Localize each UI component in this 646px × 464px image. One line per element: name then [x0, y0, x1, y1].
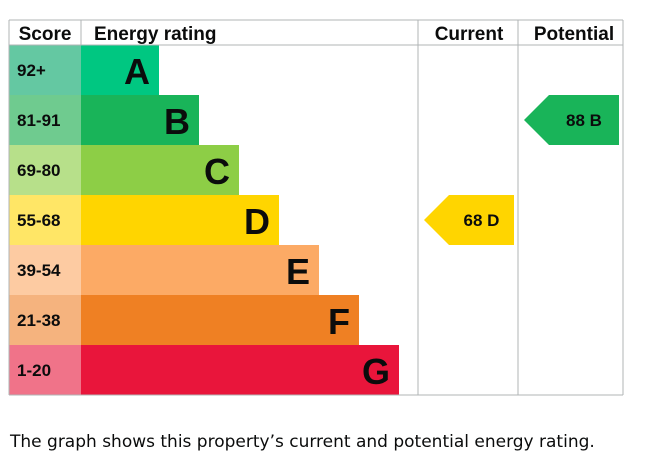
- band-bar-c: [81, 145, 239, 195]
- score-range-d: 55-68: [17, 211, 60, 230]
- score-cell-c: [9, 145, 81, 195]
- band-letter-a: A: [124, 51, 150, 92]
- score-range-c: 69-80: [17, 161, 60, 180]
- band-bar-f: [81, 295, 359, 345]
- score-cell-d: [9, 195, 81, 245]
- header-energy-rating: Energy rating: [94, 24, 216, 45]
- band-letter-b: B: [164, 101, 190, 142]
- potential-rating-label: 88 B: [566, 111, 602, 130]
- header-potential: Potential: [534, 24, 614, 45]
- score-range-a: 92+: [17, 61, 46, 80]
- band-letter-f: F: [328, 301, 350, 342]
- band-bar-d: [81, 195, 279, 245]
- chart-caption: The graph shows this property’s current …: [10, 432, 595, 452]
- band-bar-a: [81, 45, 159, 95]
- score-range-e: 39-54: [17, 261, 61, 280]
- band-letter-g: G: [362, 351, 390, 392]
- score-range-g: 1-20: [17, 361, 51, 380]
- band-letter-d: D: [244, 201, 270, 242]
- potential-arrow: [524, 95, 619, 145]
- score-cell-f: [9, 295, 81, 345]
- score-cell-b: [9, 95, 81, 145]
- band-letter-c: C: [204, 151, 230, 192]
- header-score: Score: [19, 24, 72, 45]
- header-current: Current: [435, 24, 504, 45]
- band-bar-b: [81, 95, 199, 145]
- band-letter-e: E: [286, 251, 310, 292]
- score-cell-g: [9, 345, 81, 395]
- score-cell-e: [9, 245, 81, 295]
- band-bar-g: [81, 345, 399, 395]
- epc-chart: Score Energy rating Current Potential 92+ A 81…: [8, 19, 624, 396]
- score-cell-a: [9, 45, 81, 95]
- current-arrow: [424, 195, 514, 245]
- band-bar-e: [81, 245, 319, 295]
- score-range-b: 81-91: [17, 111, 60, 130]
- score-range-f: 21-38: [17, 311, 60, 330]
- current-rating-label: 68 D: [464, 211, 500, 230]
